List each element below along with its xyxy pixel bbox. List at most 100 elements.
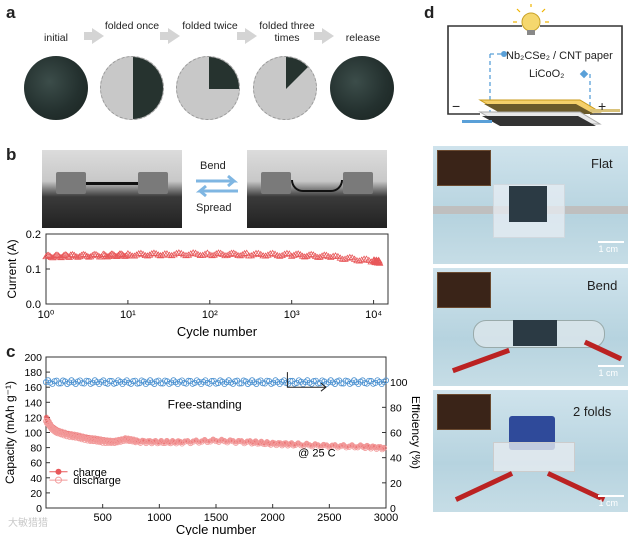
current-point — [99, 250, 107, 257]
scale-bar-bend: 1 cm — [598, 365, 624, 378]
efficiency-point — [259, 380, 266, 387]
current-point — [53, 251, 61, 258]
current-point — [170, 251, 178, 258]
current-point — [172, 249, 181, 256]
photo-label-2-folds: 2 folds — [573, 404, 612, 419]
swap-arrows-icon — [195, 174, 239, 198]
discharge-point — [177, 439, 184, 446]
current-point — [242, 249, 251, 256]
y-axis-label: Current (A) — [5, 239, 19, 298]
efficiency-point — [119, 381, 126, 388]
x-tick-label: 10⁰ — [38, 309, 55, 321]
efficiency-point — [68, 377, 75, 384]
discharge-point — [204, 439, 211, 446]
discharge-point — [351, 444, 358, 451]
current-point — [61, 251, 69, 258]
current-point — [46, 252, 54, 259]
y-axis-label: Capacity (mAh g⁻¹) — [3, 381, 17, 484]
photo-label-flat: Flat — [591, 156, 613, 171]
current-point — [341, 255, 349, 262]
bend-label: Bend — [200, 160, 226, 172]
y2-axis-label: Efficiency (%) — [409, 396, 420, 469]
panel-label-d: d — [424, 3, 435, 22]
discharge-point — [187, 440, 194, 447]
discharge-point — [262, 441, 269, 448]
x-tick-label: 1000 — [147, 512, 171, 524]
light-bulb-icon — [513, 4, 549, 35]
discharge-point — [320, 442, 327, 449]
discharge-point — [326, 444, 333, 451]
discharge-point — [306, 442, 313, 449]
discharge-point — [195, 439, 202, 446]
current-point — [264, 251, 272, 258]
efficiency-point — [185, 377, 192, 384]
discharge-point — [198, 438, 205, 445]
current-point — [305, 251, 313, 258]
efficiency-point — [208, 378, 215, 385]
photo-label-bend: Bend — [587, 278, 618, 293]
y2-tick-label: 80 — [390, 402, 402, 414]
film-disc-folded-twice — [176, 56, 240, 120]
current-point — [187, 250, 195, 257]
x-tick-label: 10² — [202, 309, 218, 321]
current-point — [375, 257, 383, 264]
current-point — [278, 251, 286, 259]
current-point — [83, 252, 91, 259]
minus-terminal-label: − — [452, 98, 461, 114]
current-point — [68, 250, 77, 258]
current-point — [54, 252, 63, 259]
y2-tick-label: 20 — [390, 478, 402, 490]
current-point — [114, 251, 123, 258]
y-tick-label: 0 — [36, 503, 42, 515]
efficiency-point — [94, 379, 101, 386]
film-disc-initial — [24, 56, 88, 120]
current-point — [57, 253, 65, 261]
x-tick-label: 10³ — [284, 309, 300, 321]
x-axis-label: Cycle number — [176, 522, 257, 535]
plus-terminal-label: + — [598, 98, 607, 114]
efficiency-point — [300, 381, 307, 388]
discharge-point — [377, 444, 384, 451]
discharge-point — [254, 440, 261, 447]
bend-test-photo-1 — [42, 150, 182, 228]
legend-discharge-label: discharge — [73, 475, 121, 487]
efficiency-point — [144, 379, 151, 386]
efficiency-point — [83, 377, 90, 384]
x-tick-label: 10¹ — [120, 309, 136, 321]
current-point — [74, 253, 82, 260]
annotation-free-standing: Free-standing — [168, 397, 242, 411]
discharge-point — [173, 440, 180, 447]
current-point — [307, 250, 315, 257]
discharge-point — [141, 438, 148, 445]
discharge-point — [334, 444, 341, 451]
y-tick-label: 60 — [30, 458, 42, 470]
discharge-point — [144, 438, 151, 445]
capacity-chart: 500 1000 1500 2000 2500 300002040608010012014… — [3, 352, 420, 535]
led-display-icon — [437, 272, 491, 308]
step-label-folded-twice: folded twice — [182, 20, 238, 32]
photo-bend: Bend 1 cm — [433, 268, 628, 386]
discharge-point — [271, 440, 278, 447]
led-display-icon — [437, 394, 491, 430]
discharge-point — [337, 443, 344, 450]
current-point — [100, 250, 109, 258]
efficiency-point — [223, 379, 230, 386]
efficiency-point — [365, 377, 372, 384]
current-point — [276, 252, 284, 259]
efficiency-point — [376, 378, 383, 385]
discharge-point — [292, 442, 299, 449]
efficiency-point — [79, 380, 86, 387]
x-tick-label: 2000 — [260, 512, 284, 524]
efficiency-point — [263, 377, 270, 384]
bend-test-photo-2 — [247, 150, 387, 228]
arrow-right-icon — [314, 28, 334, 44]
arrow-right-icon — [237, 28, 257, 44]
current-point — [118, 250, 127, 258]
discharge-point — [297, 442, 304, 449]
current-point — [318, 252, 326, 259]
arrow-head-icon — [320, 382, 327, 392]
annotation-temperature: @ 25 C — [298, 448, 336, 460]
efficiency-point — [195, 378, 202, 385]
panel-label-a: a — [6, 3, 16, 22]
y-tick-label: 20 — [30, 488, 42, 500]
